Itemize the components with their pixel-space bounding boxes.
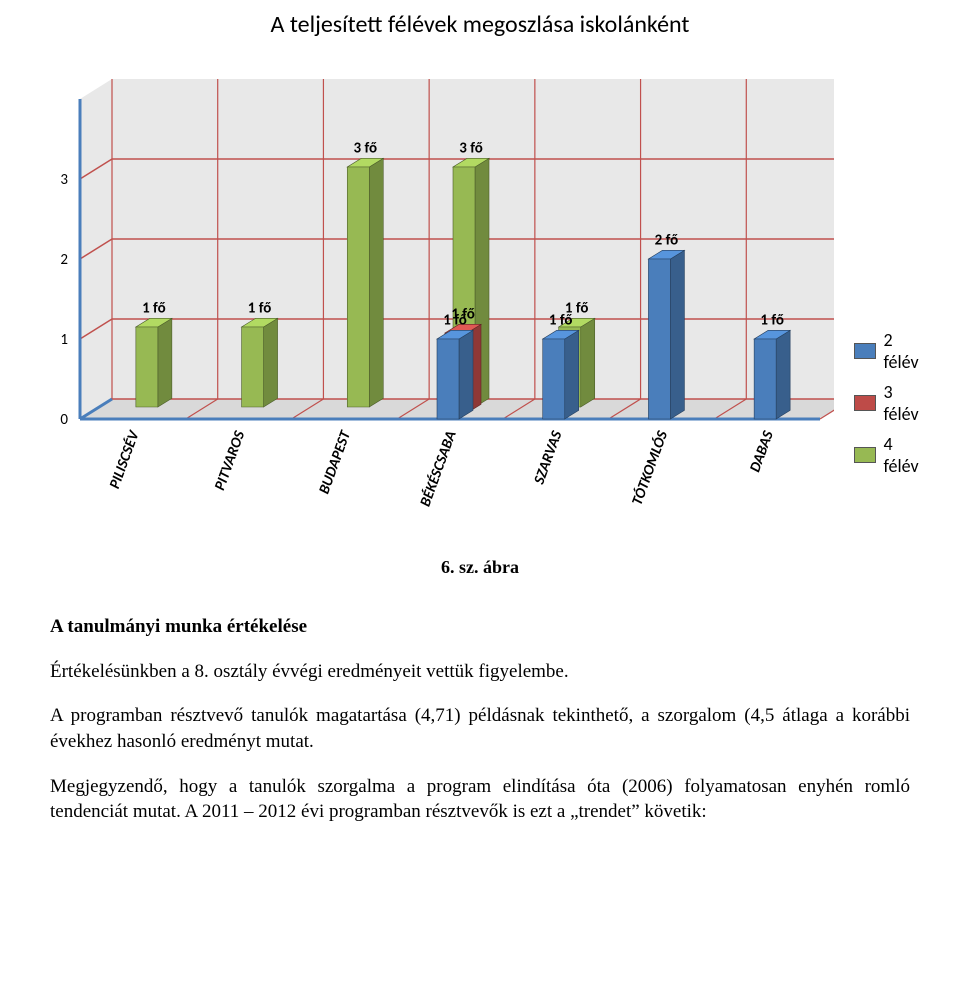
svg-text:1 fő: 1 fő <box>248 299 272 317</box>
paragraph-1: Értékelésünkben a 8. osztály évvégi ered… <box>50 659 910 685</box>
svg-text:PILISCSÉV: PILISCSÉV <box>105 427 144 491</box>
svg-text:2 fő: 2 fő <box>655 231 679 249</box>
svg-text:DABAS: DABAS <box>746 428 778 475</box>
svg-text:1 fő: 1 fő <box>549 311 573 329</box>
svg-text:TÓTKOMLÓS: TÓTKOMLÓS <box>628 427 673 508</box>
svg-text:1 fő: 1 fő <box>443 311 467 329</box>
svg-text:0: 0 <box>60 411 68 429</box>
svg-text:BUDAPEST: BUDAPEST <box>316 427 356 497</box>
legend-swatch <box>854 447 875 463</box>
svg-text:SZARVAS: SZARVAS <box>530 428 567 488</box>
paragraph-2: A programban résztvevő tanulók magatartá… <box>50 703 910 754</box>
legend-swatch <box>854 343 875 359</box>
chart-title: A teljesített félévek megoszlása iskolán… <box>30 10 930 39</box>
section-heading: A tanulmányi munka értékelése <box>50 614 910 640</box>
legend-item: 4 félév <box>854 433 930 477</box>
bar-chart-3d: 0 1 2 3 PILISCSÉV PITVAROS BUDAPEST BÉKÉSCSABA S… <box>30 49 834 529</box>
legend-label: 3 félév <box>884 381 930 425</box>
svg-text:1 fő: 1 fő <box>142 299 166 317</box>
chart-container: A teljesített félévek megoszlása iskolán… <box>30 0 930 529</box>
svg-text:3: 3 <box>60 171 68 189</box>
svg-text:2: 2 <box>60 251 68 269</box>
svg-text:1 fő: 1 fő <box>760 311 784 329</box>
svg-text:PITVAROS: PITVAROS <box>211 428 249 493</box>
legend-item: 2 félév <box>854 329 930 373</box>
legend-swatch <box>854 395 875 411</box>
legend-label: 2 félév <box>884 329 930 373</box>
chart-legend: 2 félév 3 félév 4 félév <box>854 329 930 485</box>
legend-label: 4 félév <box>884 433 930 477</box>
legend-item: 3 félév <box>854 381 930 425</box>
paragraph-3: Megjegyzendő, hogy a tanulók szorgalma a… <box>50 774 910 825</box>
svg-text:3 fő: 3 fő <box>459 139 483 157</box>
body-text: A tanulmányi munka értékelése Értékelésü… <box>50 614 910 825</box>
svg-text:BÉKÉSCSABA: BÉKÉSCSABA <box>416 428 461 509</box>
figure-caption: 6. sz. ábra <box>0 557 960 578</box>
svg-text:1: 1 <box>60 331 68 349</box>
svg-text:3 fő: 3 fő <box>353 139 377 157</box>
